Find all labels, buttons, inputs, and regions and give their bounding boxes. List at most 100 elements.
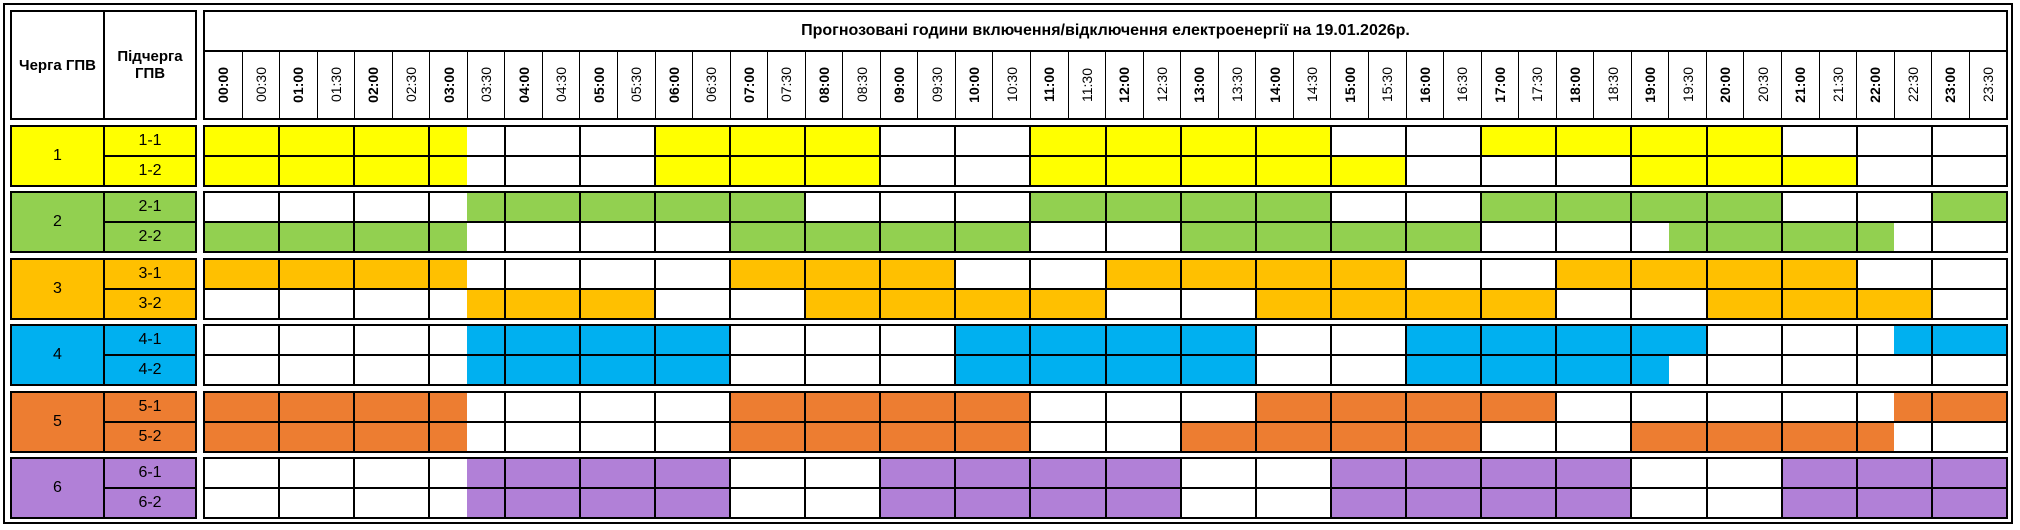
outage-slot bbox=[1857, 422, 1895, 451]
outage-slot bbox=[580, 489, 618, 517]
power-slot bbox=[1293, 326, 1330, 354]
time-label: 17:30 bbox=[1519, 52, 1557, 118]
outage-slot bbox=[580, 459, 618, 487]
hour-cell bbox=[730, 157, 806, 185]
hour-cell bbox=[1632, 193, 1708, 222]
power-slot bbox=[1708, 459, 1745, 487]
hour-cell bbox=[1031, 157, 1107, 185]
outage-slot bbox=[881, 289, 918, 318]
power-slot bbox=[1218, 489, 1255, 517]
power-slot bbox=[506, 393, 543, 421]
hour-cell bbox=[205, 157, 281, 185]
power-slot bbox=[1783, 193, 1820, 221]
hour-cell bbox=[430, 422, 506, 451]
power-slot bbox=[205, 193, 242, 221]
hour-cell bbox=[355, 193, 431, 222]
outage-slot bbox=[1782, 422, 1820, 451]
time-label: 00:00 bbox=[205, 52, 243, 118]
outage-slot bbox=[1593, 489, 1631, 517]
hour-cell bbox=[1708, 356, 1783, 385]
outage-slot bbox=[956, 489, 993, 517]
power-slot bbox=[692, 223, 729, 251]
outage-slot bbox=[1143, 356, 1180, 385]
power-slot bbox=[1933, 223, 1970, 251]
power-slot bbox=[1744, 489, 1781, 517]
outage-slot bbox=[917, 489, 955, 517]
hour-cell bbox=[1857, 223, 1933, 252]
outage-slot bbox=[466, 459, 504, 487]
hour-cell bbox=[1708, 489, 1783, 517]
subqueue-label: 1-1 bbox=[138, 132, 162, 149]
time-label-text: 01:30 bbox=[327, 67, 344, 103]
hour-cell bbox=[280, 422, 356, 451]
outage-slot bbox=[1407, 356, 1444, 385]
power-slot bbox=[918, 326, 955, 354]
power-slot bbox=[392, 459, 429, 487]
queue-group-2: 2 2-1 2-2 bbox=[10, 191, 197, 254]
power-slot bbox=[993, 157, 1030, 185]
hour-cell bbox=[1932, 459, 2006, 487]
power-slot bbox=[317, 326, 354, 354]
hour-cell bbox=[1782, 459, 1858, 487]
outage-slot bbox=[1293, 289, 1330, 318]
subqueue-label: 4-1 bbox=[138, 331, 162, 349]
outage-slot bbox=[842, 127, 880, 155]
outage-slot bbox=[1368, 259, 1405, 288]
outage-slot bbox=[1256, 223, 1294, 252]
power-slot bbox=[1594, 223, 1631, 251]
power-slot bbox=[1068, 223, 1105, 251]
outage-slot bbox=[1331, 422, 1369, 451]
outage-slot bbox=[992, 289, 1030, 318]
hour-cell bbox=[1557, 392, 1633, 421]
outage-slot bbox=[767, 193, 804, 222]
outage-slot bbox=[1969, 326, 2006, 355]
hour-cell bbox=[1857, 289, 1933, 318]
outage-slot bbox=[1593, 259, 1631, 288]
outage-slot bbox=[655, 356, 693, 385]
power-slot bbox=[1519, 157, 1556, 185]
outage-slot bbox=[466, 356, 504, 385]
outage-slot bbox=[617, 356, 654, 385]
outage-slot bbox=[1256, 289, 1294, 318]
hour-cell bbox=[730, 223, 806, 252]
hour-cell bbox=[1482, 326, 1558, 355]
hour-cell bbox=[1632, 223, 1708, 252]
outage-slot bbox=[1482, 459, 1519, 487]
outage-slot bbox=[1857, 289, 1895, 318]
time-label-text: 00:30 bbox=[252, 67, 269, 103]
outage-slot bbox=[1782, 459, 1820, 487]
power-slot bbox=[317, 459, 354, 487]
hour-cell bbox=[1256, 223, 1332, 252]
hour-cell bbox=[1783, 326, 1858, 355]
outage-slot bbox=[391, 127, 429, 155]
hour-cell bbox=[1557, 157, 1633, 185]
time-label-text: 23:00 bbox=[1942, 67, 1959, 103]
outage-slot bbox=[617, 459, 654, 487]
time-label: 11:30 bbox=[1069, 52, 1107, 118]
hour-cell bbox=[881, 326, 957, 355]
time-label: 06:00 bbox=[656, 52, 694, 118]
outage-slot bbox=[1106, 193, 1144, 222]
outage-slot bbox=[1632, 157, 1669, 185]
hour-cell bbox=[506, 127, 581, 155]
power-slot bbox=[1858, 157, 1895, 185]
outage-slot bbox=[430, 223, 467, 252]
power-slot bbox=[617, 157, 654, 185]
outage-slot bbox=[542, 193, 579, 222]
outage-slot bbox=[280, 259, 317, 288]
power-slot bbox=[1557, 157, 1594, 185]
power-slot bbox=[993, 260, 1030, 288]
power-slot bbox=[1107, 393, 1144, 421]
power-slot bbox=[1783, 356, 1820, 384]
time-label: 13:30 bbox=[1219, 52, 1257, 118]
power-slot bbox=[1969, 290, 2006, 318]
time-label: 12:30 bbox=[1144, 52, 1182, 118]
power-slot bbox=[1894, 356, 1931, 384]
hour-cell bbox=[1632, 259, 1708, 288]
power-slot bbox=[1783, 127, 1820, 155]
outage-slot bbox=[917, 422, 955, 451]
time-label: 01:00 bbox=[280, 52, 318, 118]
outage-slot bbox=[580, 356, 618, 385]
hour-cell bbox=[1106, 489, 1182, 517]
outage-slot bbox=[655, 326, 693, 355]
